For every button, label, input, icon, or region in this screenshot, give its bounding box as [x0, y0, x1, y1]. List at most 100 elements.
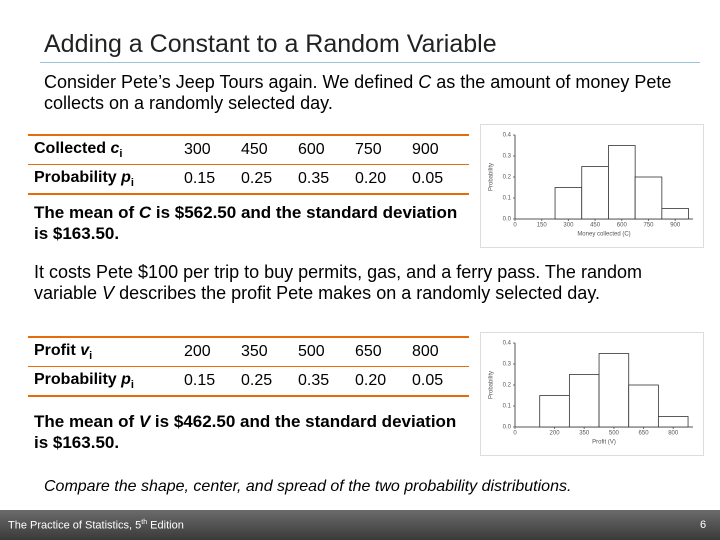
cell: 200: [184, 336, 241, 367]
table: Profit vi 200 350 500 650 800 Probability pi 0.…: [28, 336, 469, 397]
var: V: [138, 412, 151, 431]
y-axis-label: Probability: [489, 163, 495, 191]
x-tick-label: 800: [668, 431, 679, 437]
cell: 0.05: [412, 366, 469, 397]
bar: [661, 208, 689, 220]
sub: i: [119, 148, 123, 161]
sub: i: [130, 177, 134, 190]
sub: i: [89, 350, 93, 363]
y-tick-label: 0.4: [503, 341, 512, 347]
bar: [608, 145, 636, 220]
y-tick-label: 0.2: [503, 383, 512, 389]
row-label: Profit vi: [28, 336, 184, 367]
page-number: 6: [700, 519, 707, 531]
text: is $462.50 and the standard deviation is…: [34, 412, 457, 452]
row: Profit vi 200 350 500 650 800: [28, 336, 469, 367]
cell: 650: [355, 336, 412, 367]
cell: 0.05: [412, 164, 469, 195]
x-tick-label: 200: [550, 431, 561, 437]
row: Probability pi 0.15 0.25 0.35 0.20 0.05: [28, 164, 469, 195]
text: Edition: [147, 519, 184, 532]
table: Collected ci 300 450 600 750 900 Probability p…: [28, 134, 469, 195]
cell: 450: [241, 134, 298, 165]
bar: [539, 395, 570, 428]
histogram: 0.0 0.1 0.2 0.3 0.4 0 150 300 450 600 750 900 Money …: [489, 133, 693, 238]
x-tick-label: 0: [513, 223, 517, 229]
var: C: [138, 203, 152, 222]
cell: 0.35: [298, 164, 355, 195]
bar: [657, 416, 689, 428]
cell: 800: [412, 336, 469, 367]
text: The mean of: [34, 203, 139, 222]
label: Probability: [34, 370, 122, 388]
histogram: 0.0 0.1 0.2 0.3 0.4 0 200 350 500 650 800 Profit (V…: [489, 341, 693, 446]
bar: [554, 187, 583, 220]
cell: 0.15: [184, 366, 241, 397]
bar: [628, 384, 659, 428]
cell: 0.35: [298, 366, 355, 397]
var: p: [121, 168, 131, 186]
cell: 900: [412, 134, 469, 165]
footer: The Practice of Statistics, 5th Edition …: [0, 510, 720, 540]
row-label: Probability pi: [28, 164, 184, 195]
text: describes the profit Pete makes on a ran…: [114, 283, 600, 303]
x-tick-label: 500: [609, 431, 620, 437]
var: c: [110, 139, 120, 157]
y-tick-label: 0.2: [503, 175, 512, 181]
y-tick-label: 0.1: [503, 196, 512, 202]
y-axis-label: Probability: [489, 371, 495, 399]
y-tick-label: 0.0: [503, 425, 512, 431]
x-tick-label: 150: [537, 223, 548, 229]
x-axis-label: Profit (V): [592, 440, 616, 446]
cell: 0.25: [241, 366, 298, 397]
var: v: [80, 341, 90, 359]
row-label: Probability pi: [28, 366, 184, 397]
cell: 600: [298, 134, 355, 165]
label: Probability: [34, 168, 122, 186]
sub: i: [130, 379, 134, 392]
cell: 0.20: [355, 366, 412, 397]
chart-frame: 0.0 0.1 0.2 0.3 0.4 0 200 350 500 650 800 Profit (V…: [480, 332, 704, 456]
y-tick-label: 0.3: [503, 362, 512, 368]
bar: [568, 374, 600, 428]
cell: 500: [298, 336, 355, 367]
text: as the amount of money Pete collects on …: [44, 72, 672, 113]
chart-frame: 0.0 0.1 0.2 0.3 0.4 0 150 300 450 600 750 900 Money …: [480, 124, 704, 248]
row: Probability pi 0.15 0.25 0.35 0.20 0.05: [28, 366, 469, 397]
text: Consider Pete’s Jeep Tours again. We def…: [44, 72, 419, 92]
title-rule: [40, 62, 700, 63]
var: V: [102, 283, 115, 303]
cell: 350: [241, 336, 298, 367]
text: The mean of: [34, 412, 139, 431]
x-axis-label: Money collected (C): [577, 232, 630, 238]
mean: The mean of C is $562.50 and the standar…: [34, 202, 464, 244]
text: is $562.50 and the standard deviation is…: [34, 203, 458, 243]
intro: Consider Pete’s Jeep Tours again. We def…: [44, 72, 694, 114]
y-tick-label: 0.3: [503, 154, 512, 160]
x-tick-label: 300: [563, 223, 574, 229]
paragraph: It costs Pete $100 per trip to buy permi…: [34, 262, 700, 304]
x-tick-label: 650: [639, 431, 650, 437]
cell: 0.20: [355, 164, 412, 195]
var: C: [418, 72, 432, 92]
cell: 0.25: [241, 164, 298, 195]
row-label: Collected ci: [28, 134, 184, 165]
x-tick-label: 0: [513, 431, 517, 437]
label: Profit: [34, 341, 81, 359]
x-tick-label: 350: [579, 431, 590, 437]
cell: 750: [355, 134, 412, 165]
y-tick-label: 0.0: [503, 217, 512, 223]
x-tick-label: 450: [590, 223, 601, 229]
bar: [634, 176, 663, 220]
title: Adding a Constant to a Random Variable: [44, 30, 497, 58]
cell: 0.15: [184, 164, 241, 195]
var: p: [121, 370, 131, 388]
row: Collected ci 300 450 600 750 900: [28, 134, 469, 165]
label: Collected: [34, 139, 111, 157]
y-tick-label: 0.4: [503, 133, 512, 139]
x-tick-label: 750: [643, 223, 654, 229]
sup: th: [141, 519, 148, 526]
bar: [598, 353, 630, 428]
x-tick-label: 600: [617, 223, 628, 229]
